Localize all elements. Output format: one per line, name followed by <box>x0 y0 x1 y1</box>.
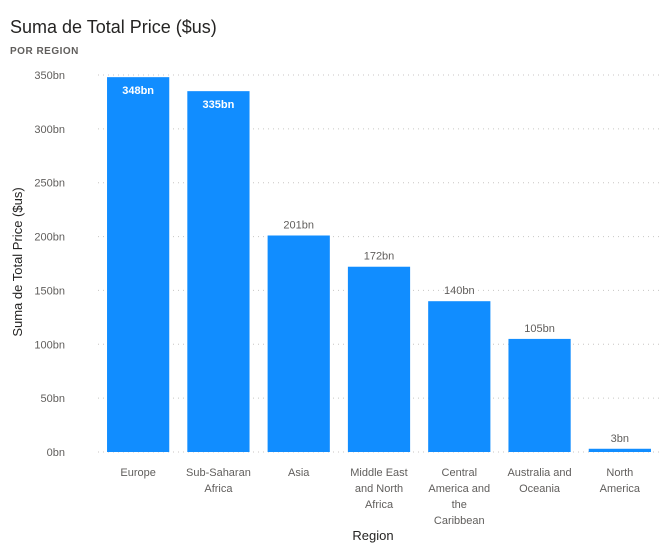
x-tick-label-line: the <box>452 499 467 511</box>
data-label: 3bn <box>611 433 629 445</box>
x-tick-label-line: Caribbean <box>434 515 485 527</box>
x-tick-label-line: Europe <box>120 467 155 479</box>
x-tick-label-line: Middle East <box>350 467 407 479</box>
chart-title: Suma de Total Price ($us) <box>10 17 217 37</box>
chart-subtitle: POR REGION <box>10 46 79 57</box>
y-tick-label: 250bn <box>34 178 65 190</box>
x-tick-label: Sub-Saharan Africa <box>186 467 251 495</box>
x-tick-label: North America <box>600 467 641 495</box>
y-tick-label: 200bn <box>34 232 65 244</box>
bar[interactable] <box>428 301 491 452</box>
x-tick-label: Australia and Oceania <box>507 467 571 495</box>
y-tick-label: 50bn <box>41 393 65 405</box>
bar[interactable] <box>107 77 170 452</box>
data-label: 140bn <box>444 285 475 297</box>
x-tick-label: Europe <box>120 467 155 479</box>
x-tick-label-line: North <box>606 467 633 479</box>
x-tick-label-line: Asia <box>288 467 310 479</box>
x-tick-label-line: Oceania <box>519 483 561 495</box>
x-tick-label: Central America and the Caribbean <box>428 467 490 527</box>
y-tick-label: 150bn <box>34 285 65 297</box>
bar[interactable] <box>588 448 651 452</box>
x-tick-label-line: Africa <box>365 499 394 511</box>
y-tick-label: 350bn <box>34 70 65 82</box>
x-tick-label: Asia <box>288 467 310 479</box>
x-tick-label-line: Africa <box>204 483 233 495</box>
x-tick-label-line: and North <box>355 483 403 495</box>
x-tick-label-line: America and <box>428 483 490 495</box>
x-tick-label-line: America <box>600 483 641 495</box>
bar[interactable] <box>508 338 571 452</box>
data-label: 348bn <box>122 85 154 97</box>
x-tick-label: Middle East and North Africa <box>350 467 407 511</box>
y-tick-label: 300bn <box>34 124 65 136</box>
y-tick-label: 100bn <box>34 339 65 351</box>
y-axis-title: Suma de Total Price ($us) <box>10 187 25 336</box>
data-label: 172bn <box>364 251 395 263</box>
x-axis-title: Region <box>352 528 393 543</box>
bar[interactable] <box>187 91 250 453</box>
x-tick-label-line: Sub-Saharan <box>186 467 251 479</box>
data-label: 335bn <box>203 99 235 111</box>
x-tick-label-line: Australia and <box>507 467 571 479</box>
y-tick-label: 0bn <box>47 447 65 459</box>
bar[interactable] <box>267 235 330 452</box>
data-label: 201bn <box>283 219 314 231</box>
data-label: 105bn <box>524 323 555 335</box>
x-tick-label-line: Central <box>442 467 477 479</box>
bar[interactable] <box>347 266 411 452</box>
